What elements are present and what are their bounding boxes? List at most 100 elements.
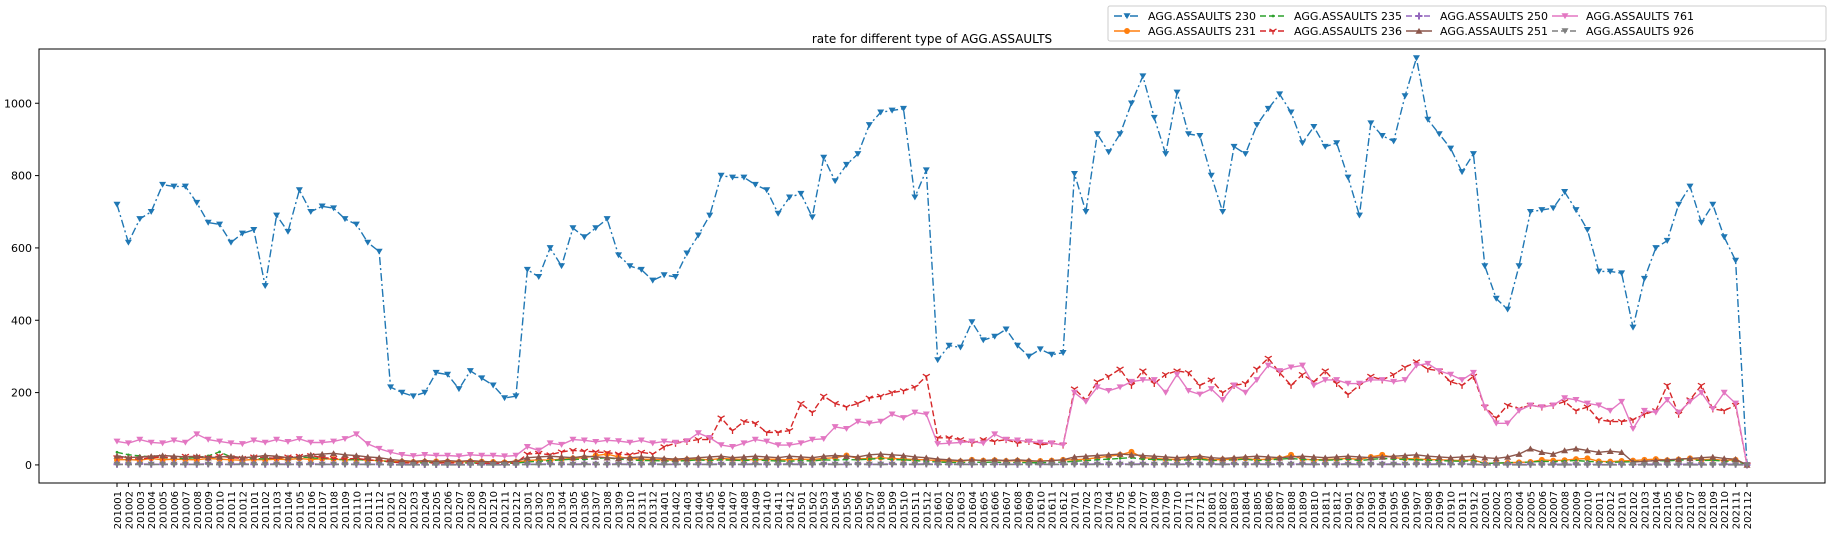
x-tick-label: 201009	[204, 491, 215, 529]
x-tick-label: 202005	[1526, 491, 1537, 529]
x-tick-label: 201707	[1139, 491, 1150, 529]
x-tick-label: 201510	[900, 491, 911, 529]
x-tick-label: 201508	[877, 491, 888, 529]
x-tick-label: 202012	[1606, 491, 1617, 529]
x-tick-label: 201603	[956, 491, 967, 529]
x-tick-label: 201812	[1333, 491, 1344, 529]
x-tick-label: 201401	[660, 491, 671, 529]
x-tick-label: 201208	[466, 491, 477, 529]
x-tick-label: 201311	[637, 491, 648, 529]
x-tick-label: 201610	[1036, 491, 1047, 529]
x-tick-label: 201805	[1253, 491, 1264, 529]
x-tick-label: 202107	[1686, 491, 1697, 529]
legend: AGG.ASSAULTS 230 AGG.ASSAULTS 231 AGG.ASSA…	[1108, 6, 1826, 41]
y-tick-label: 400	[11, 314, 32, 327]
x-tick-label: 201412	[786, 491, 797, 529]
x-tick-label: 201605	[979, 491, 990, 529]
x-tick-label: 201701	[1070, 491, 1081, 529]
x-tick-label: 201402	[672, 491, 683, 529]
x-tick-label: 201306	[580, 491, 591, 529]
x-tick-label: 201003	[136, 491, 147, 529]
x-tick-label: 201312	[649, 491, 660, 529]
x-tick-label: 201604	[968, 491, 979, 529]
x-tick-label: 201901	[1344, 491, 1355, 529]
x-tick-label: 201109	[341, 491, 352, 529]
x-tick-label: 201112	[375, 491, 386, 529]
y-tick-label: 0	[25, 459, 32, 472]
x-tick-label: 201902	[1355, 491, 1366, 529]
legend-label: AGG.ASSAULTS 231	[1148, 25, 1256, 38]
x-tick-label: 201007	[181, 491, 192, 529]
legend-label: AGG.ASSAULTS 236	[1294, 25, 1402, 38]
x-tick-label: 201712	[1196, 491, 1207, 529]
x-tick-label: 201903	[1367, 491, 1378, 529]
x-tick-label: 201602	[945, 491, 956, 529]
x-tick-label: 202001	[1481, 491, 1492, 529]
x-tick-label: 201706	[1127, 491, 1138, 529]
data-point	[879, 457, 882, 460]
x-tick-label: 201110	[352, 491, 363, 529]
x-tick-label: 201403	[683, 491, 694, 529]
x-tick-label: 202110	[1720, 491, 1731, 529]
x-tick-label: 201905	[1390, 491, 1401, 529]
legend-label: AGG.ASSAULTS 926	[1586, 25, 1694, 38]
x-tick-label: 201910	[1447, 491, 1458, 529]
legend-marker	[1272, 15, 1275, 18]
x-tick-label: 201204	[421, 491, 432, 529]
x-tick-label: 201406	[717, 491, 728, 529]
x-tick-label: 201811	[1321, 491, 1332, 529]
x-tick-label: 201111	[364, 491, 375, 529]
x-tick-label: 201703	[1093, 491, 1104, 529]
legend-label: AGG.ASSAULTS 761	[1586, 10, 1694, 23]
legend-label: AGG.ASSAULTS 250	[1440, 10, 1548, 23]
x-tick-label: 201305	[569, 491, 580, 529]
x-tick-label: 201302	[535, 491, 546, 529]
x-tick-label: 201202	[398, 491, 409, 529]
data-point	[1404, 458, 1407, 461]
x-tick-label: 201601	[934, 491, 945, 529]
x-tick-label: 201205	[432, 491, 443, 529]
x-tick-label: 201410	[763, 491, 774, 529]
x-tick-label: 201210	[489, 491, 500, 529]
x-tick-label: 201103	[273, 491, 284, 529]
x-tick-label: 201612	[1059, 491, 1070, 529]
x-tick-label: 201810	[1310, 491, 1321, 529]
x-tick-label: 201808	[1287, 491, 1298, 529]
x-tick-label: 201203	[409, 491, 420, 529]
legend-label: AGG.ASSAULTS 230	[1148, 10, 1256, 23]
x-tick-label: 201503	[820, 491, 831, 529]
x-tick-label: 201005	[159, 491, 170, 529]
x-tick-label: 202104	[1652, 491, 1663, 529]
x-tick-label: 201611	[1048, 491, 1059, 529]
x-tick-label: 201012	[238, 491, 249, 529]
x-tick-label: 201404	[694, 491, 705, 529]
x-tick-label: 201509	[888, 491, 899, 529]
x-tick-label: 201505	[843, 491, 854, 529]
x-tick-label: 202108	[1697, 491, 1708, 529]
x-tick-label: 201507	[865, 491, 876, 529]
x-tick-label: 201501	[797, 491, 808, 529]
x-tick-label: 201909	[1435, 491, 1446, 529]
x-tick-label: 201201	[387, 491, 398, 529]
x-tick-label: 202002	[1492, 491, 1503, 529]
x-tick-label: 201802	[1219, 491, 1230, 529]
x-tick-label: 202103	[1640, 491, 1651, 529]
x-tick-label: 201207	[455, 491, 466, 529]
x-tick-label: 202101	[1618, 491, 1629, 529]
x-tick-label: 201907	[1412, 491, 1423, 529]
x-tick-label: 201310	[626, 491, 637, 529]
data-point	[868, 458, 871, 461]
x-tick-label: 201101	[250, 491, 261, 529]
x-tick-label: 201307	[592, 491, 603, 529]
x-tick-label: 201010	[216, 491, 227, 529]
x-tick-label: 201209	[478, 491, 489, 529]
x-tick-label: 201108	[330, 491, 341, 529]
x-tick-label: 201308	[603, 491, 614, 529]
data-point	[1107, 458, 1110, 461]
x-tick-label: 201411	[774, 491, 785, 529]
x-tick-label: 201105	[295, 491, 306, 529]
y-tick-label: 1000	[4, 97, 32, 110]
x-tick-label: 202112	[1743, 491, 1754, 529]
